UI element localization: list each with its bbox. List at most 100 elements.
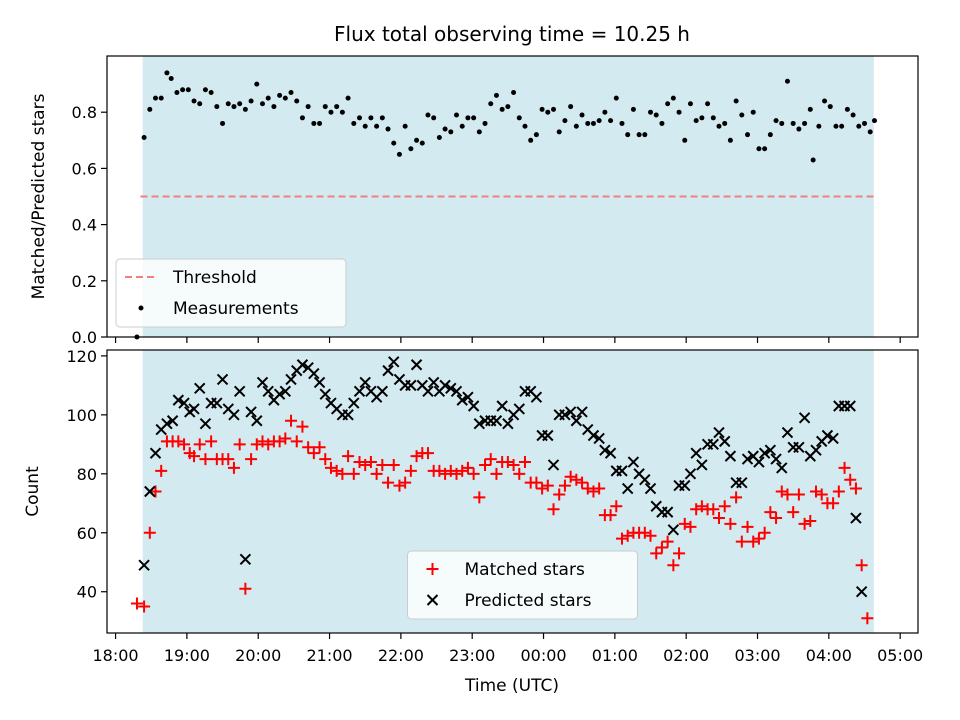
matched-star-point [570,473,583,486]
measurement-point [362,123,368,129]
predicted-star-point [166,415,179,427]
matched-star-point [233,438,246,451]
measurement-point [231,104,237,110]
measurement-point [739,112,745,118]
matched-star-point [513,467,526,480]
measurement-point [784,78,790,84]
matched-star-point [313,441,326,454]
x-tick-label: 18:00 [93,646,139,665]
predicted-star-point [513,403,525,415]
predicted-star-point [233,385,246,397]
matched-star-point [290,435,303,448]
measurement-point [573,123,579,129]
measurement-point [670,95,676,101]
matched-star-point [222,453,235,466]
matched-star-point [667,559,680,572]
matched-star-point [484,453,497,466]
x-tick-label: 04:00 [806,646,852,665]
measurement-point [242,106,248,112]
matched-star-point [695,500,708,513]
measurement-point [779,120,785,126]
matched-star-point [376,458,389,471]
legend-box [115,258,347,328]
measurement-point [596,118,602,124]
measurement-point [827,104,833,110]
matched-star-point [172,435,185,448]
matched-star-point [324,461,337,474]
measurement-point [499,106,505,112]
matched-star-point [730,491,743,504]
predicted-star-point [559,409,571,421]
predicted-star-point [530,391,543,403]
matched-star-point [576,476,589,489]
predicted-star-point [245,406,257,418]
matched-star-point [439,467,452,480]
predicted-star-point [587,429,600,442]
measurement-point [471,115,477,121]
measurement-point [613,95,619,101]
matched-star-point [319,453,332,466]
measurement-point [505,104,511,110]
predicted-star-point [313,376,326,389]
matched-star-point [747,535,760,548]
measurement-point [807,106,813,112]
measurement-point [516,115,522,121]
predicted-star-point [359,376,371,389]
measurement-point [630,106,636,112]
matched-star-point [155,464,168,477]
matched-star-point [844,473,857,486]
predicted-star-point [172,394,185,406]
matched-star-point [382,476,395,489]
measurement-point [665,101,671,107]
predicted-star-point [194,382,206,395]
measurement-point [220,120,226,126]
predicted-star-point [827,432,839,445]
matched-star-point [621,529,634,542]
predicted-star-point [627,456,640,468]
matched-star-point [370,467,383,480]
matched-star-point [673,547,686,560]
predicted-star-point [308,367,320,380]
predicted-star-point [445,382,457,395]
predicted-star-point [776,462,788,474]
matched-star-point [861,612,874,625]
predicted-star-point [439,379,451,392]
predicted-star-point [348,397,360,409]
predicted-star-point [296,359,309,371]
ratio-legend: Threshold Measurements [115,258,347,328]
measurement-point [722,120,728,126]
measurement-point [299,115,305,121]
y-tick-label: 0.0 [72,328,97,347]
measurement-point [454,112,460,118]
measurement-point [522,123,528,129]
matched-star-point [250,438,263,451]
measurement-point [357,115,363,121]
predicted-star-point [382,364,394,377]
measurement-point [562,118,568,124]
matched-star-point [644,529,657,542]
predicted-star-point [388,356,400,368]
measurement-point [379,115,385,121]
measurement-point [551,106,557,112]
measurement-point [158,95,164,101]
matched-star-point [130,597,143,610]
matched-star-point [541,479,554,492]
measurement-point [568,104,574,110]
legend-dot-swatch [138,305,144,311]
count-y-axis-label: Count [23,466,43,517]
measurement-point [311,120,317,126]
matched-star-point [712,512,725,525]
matched-star-point [792,488,805,501]
matched-star-point [399,476,412,489]
x-tick-label: 01:00 [592,646,638,665]
matched-star-point [404,464,417,477]
predicted-star-point [736,476,748,489]
matched-star-point [838,461,851,474]
y-tick-label: 0.2 [72,272,97,291]
predicted-star-point [793,441,805,453]
predicted-star-point [161,417,173,430]
measurement-point [225,101,231,107]
measurement-point [745,132,751,138]
predicted-star-point [621,482,634,495]
